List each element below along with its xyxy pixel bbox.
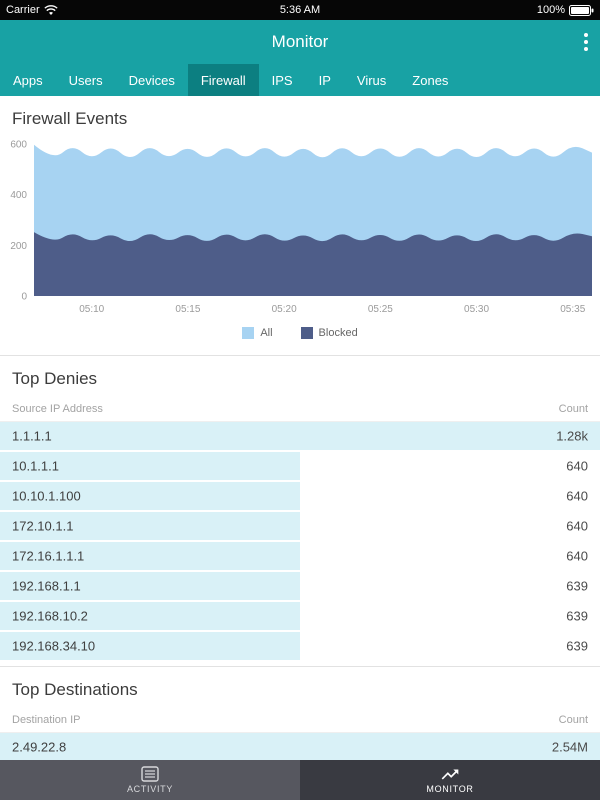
table-row[interactable]: 10.1.1.1 640 [0, 452, 600, 480]
ip-label: 1.1.1.1 [12, 429, 52, 444]
tab-activity-label: ACTIVITY [127, 784, 173, 794]
activity-list-icon [141, 766, 159, 782]
top-destinations-header: Destination IP Count [0, 709, 600, 733]
battery-percent: 100% [537, 4, 565, 16]
y-axis-label: 0 [21, 292, 27, 303]
top-denies-table: 1.1.1.11.28k10.1.1.164010.10.1.100640172… [0, 422, 600, 660]
count-value: 640 [566, 489, 588, 504]
legend-swatch [242, 327, 254, 339]
ip-label: 2.49.22.8 [12, 740, 66, 755]
table-row[interactable]: 192.168.10.2 639 [0, 602, 600, 630]
tab-apps[interactable]: Apps [0, 64, 56, 96]
legend-item-all: All [242, 327, 272, 339]
x-axis-label: 05:15 [175, 304, 200, 315]
tab-ip[interactable]: IP [306, 64, 344, 96]
bottom-tab-bar: ACTIVITY MONITOR [0, 760, 600, 800]
count-value: 2.54M [552, 740, 588, 755]
count-value: 640 [566, 549, 588, 564]
tab-firewall[interactable]: Firewall [188, 64, 259, 96]
ip-label: 192.168.34.10 [12, 639, 95, 654]
table-row[interactable]: 2.49.22.8 2.54M [0, 733, 600, 761]
ip-label: 192.168.10.2 [12, 609, 88, 624]
firewall-events-chart: 0 200 400 600 05:10 05:15 05:20 05:25 05:30 05:35 [0, 138, 600, 323]
y-axis-label: 600 [10, 140, 27, 151]
count-value: 640 [566, 459, 588, 474]
top-destinations-table: 2.49.22.8 2.54M [0, 733, 600, 761]
status-bar: Carrier 5:36 AM 100% [0, 0, 600, 20]
top-denies-header: Source IP Address Count [0, 398, 600, 422]
count-bar [0, 733, 600, 761]
section-title-top-denies: Top Denies [0, 356, 600, 398]
x-axis-label: 05:25 [368, 304, 393, 315]
table-row[interactable]: 1.1.1.1 1.28k [0, 422, 600, 450]
kebab-menu-icon[interactable] [584, 33, 588, 51]
content: Firewall Events 0 200 400 600 05:10 05:15 05:2… [0, 96, 600, 761]
x-axis-label: 05:10 [79, 304, 104, 315]
ip-label: 172.16.1.1.1 [12, 549, 84, 564]
tab-monitor[interactable]: MONITOR [300, 760, 600, 800]
table-row[interactable]: 192.168.1.1 639 [0, 572, 600, 600]
battery-icon [569, 5, 594, 16]
count-value: 639 [566, 579, 588, 594]
ip-label: 192.168.1.1 [12, 579, 81, 594]
col-count: Count [559, 403, 588, 415]
table-row[interactable]: 192.168.34.10 639 [0, 632, 600, 660]
carrier-label: Carrier [6, 4, 40, 16]
area-series-blocked [34, 232, 592, 296]
legend-label: All [260, 327, 272, 339]
col-count: Count [559, 714, 588, 726]
page-title: Monitor [272, 32, 329, 52]
y-axis-label: 400 [10, 190, 27, 201]
monitor-trend-icon [440, 767, 460, 782]
chart-legend: All Blocked [0, 323, 600, 349]
app-screen: Carrier 5:36 AM 100% Monitor AppsUsersDe… [0, 0, 600, 800]
table-row[interactable]: 172.10.1.1 640 [0, 512, 600, 540]
x-axis-label: 05:35 [560, 304, 585, 315]
count-bar [0, 422, 600, 450]
section-title-top-destinations: Top Destinations [0, 667, 600, 709]
tab-activity[interactable]: ACTIVITY [0, 760, 300, 800]
legend-swatch [301, 327, 313, 339]
legend-item-blocked: Blocked [301, 327, 358, 339]
section-title-firewall-events: Firewall Events [0, 96, 600, 138]
tab-devices[interactable]: Devices [116, 64, 188, 96]
tab-ips[interactable]: IPS [259, 64, 306, 96]
count-value: 640 [566, 519, 588, 534]
clock: 5:36 AM [0, 4, 600, 16]
count-value: 639 [566, 609, 588, 624]
tab-zones[interactable]: Zones [399, 64, 461, 96]
col-destination-ip: Destination IP [12, 714, 80, 726]
table-row[interactable]: 10.10.1.100 640 [0, 482, 600, 510]
x-axis-label: 05:20 [272, 304, 297, 315]
tab-virus[interactable]: Virus [344, 64, 399, 96]
col-source-ip: Source IP Address [12, 403, 103, 415]
count-value: 1.28k [556, 429, 588, 444]
count-value: 639 [566, 639, 588, 654]
table-row[interactable]: 172.16.1.1.1 640 [0, 542, 600, 570]
wifi-icon [44, 5, 58, 16]
x-axis-label: 05:30 [464, 304, 489, 315]
ip-label: 172.10.1.1 [12, 519, 73, 534]
nav-bar: Monitor [0, 20, 600, 64]
tab-users[interactable]: Users [56, 64, 116, 96]
ip-label: 10.10.1.100 [12, 489, 81, 504]
tab-monitor-label: MONITOR [426, 784, 473, 794]
tab-bar: AppsUsersDevicesFirewallIPSIPVirusZones [0, 64, 600, 96]
y-axis-label: 200 [10, 241, 27, 252]
ip-label: 10.1.1.1 [12, 459, 59, 474]
legend-label: Blocked [319, 327, 358, 339]
